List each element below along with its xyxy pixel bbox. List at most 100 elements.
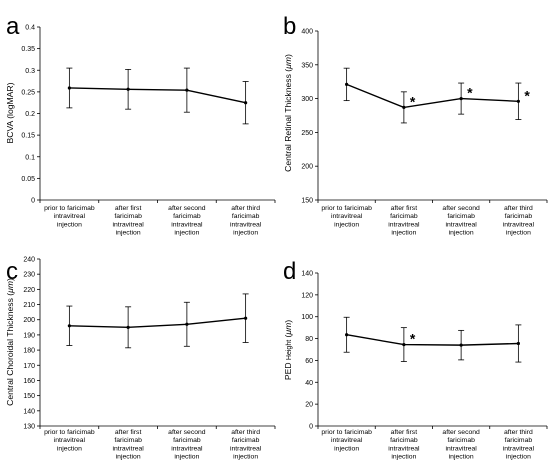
x-category-line: intravitreal <box>230 221 262 228</box>
x-category-line: injection <box>174 454 199 461</box>
x-category-line: intravitreal <box>112 221 144 228</box>
data-point <box>244 316 248 320</box>
y-tick-label: 200 <box>23 317 35 324</box>
data-point <box>402 105 406 109</box>
y-tick-label: 250 <box>301 130 313 137</box>
x-category-line: after second <box>442 429 480 436</box>
x-category-line: prior to faricimab <box>321 205 372 212</box>
x-category-label: prior to faricimab intravitreal injection <box>321 205 372 228</box>
y-tick-label: 300 <box>301 96 313 103</box>
y-tick-label: 120 <box>301 292 313 299</box>
x-category-line: faricimab <box>114 437 142 444</box>
series-line <box>346 83 519 109</box>
x-category-label: after first faricimab intravitreal injectio… <box>112 429 144 461</box>
x-category-line: faricimab <box>390 213 418 220</box>
x-category-line: injection <box>391 454 416 461</box>
x-category-line: injection <box>233 230 258 237</box>
x-category-line: injection <box>334 445 359 452</box>
x-category-line: faricimab <box>447 437 475 444</box>
y-tick-label: 0 <box>309 424 313 431</box>
x-category-line: injection <box>506 454 531 461</box>
data-point <box>516 99 520 103</box>
x-category-line: intravitreal <box>445 221 477 228</box>
series-line <box>69 317 246 329</box>
x-category-line: after second <box>168 429 206 436</box>
y-tick-label: 0 <box>31 198 35 205</box>
y-axis-label-part: ) <box>5 278 15 281</box>
y-tick-label: 200 <box>301 164 313 171</box>
y-tick-label: 190 <box>23 332 35 339</box>
x-category-line: injection <box>449 230 474 237</box>
y-tick-label: 80 <box>305 336 313 343</box>
y-axis-label: Central Choroidal Thickness (μm) <box>5 278 15 406</box>
x-category-line: after third <box>504 429 533 436</box>
x-category-line: after first <box>115 429 142 436</box>
y-tick-label: 0.15 <box>21 133 35 140</box>
panel-d: d 0 20 40 60 80 100 120 140 PED Height (μm) prior … <box>283 258 548 461</box>
data-point <box>459 343 463 347</box>
x-category-line: after second <box>442 205 480 212</box>
y-axis-label-part: ) <box>283 320 293 323</box>
y-tick-label: 130 <box>23 424 35 431</box>
data-point <box>67 86 71 90</box>
y-axis-label-part: PED <box>283 360 293 380</box>
y-tick-label: 150 <box>301 198 313 205</box>
y-tick-label: 0.25 <box>21 89 35 96</box>
x-category-label: after first faricimab intravitreal injectio… <box>388 429 420 461</box>
x-category-line: intravitreal <box>331 437 363 444</box>
x-category-line: injection <box>391 230 416 237</box>
x-category-line: after first <box>391 205 418 212</box>
x-category-label: prior to faricimab intravitreal injection <box>44 205 95 228</box>
panel-c: c 130 140 150 160 170 180 190 200 210 220 230 240 Cen… <box>5 257 276 461</box>
series-line <box>346 334 519 346</box>
significance-marker: * <box>467 85 473 101</box>
y-axis-label: PED Height (μm) <box>283 320 293 380</box>
x-category-line: prior to faricimab <box>44 429 95 436</box>
x-category-line: injection <box>174 230 199 237</box>
x-category-line: after first <box>391 429 418 436</box>
x-category-line: after first <box>115 205 142 212</box>
y-axis-label-part: Central Retinal Thickness ( <box>283 69 293 172</box>
x-category-line: faricimab <box>232 437 260 444</box>
x-category-line: intravitreal <box>171 445 203 452</box>
x-category-label: after second faricimab intravitreal injecti… <box>442 429 480 461</box>
x-category-line: after third <box>231 429 260 436</box>
x-category-line: intravitreal <box>171 221 203 228</box>
panel-letter: d <box>283 258 296 285</box>
x-category-line: faricimab <box>173 437 201 444</box>
x-category-label: after second faricimab intravitreal injecti… <box>168 429 206 461</box>
x-category-line: faricimab <box>505 437 533 444</box>
data-point <box>126 87 130 91</box>
significance-marker: * <box>524 87 530 103</box>
panel-letter: b <box>283 13 296 40</box>
x-category-line: injection <box>57 221 82 228</box>
x-category-label: prior to faricimab intravitreal injection <box>321 429 372 452</box>
data-point <box>402 342 406 347</box>
y-axis-label: BCVA (logMAR) <box>5 82 15 143</box>
panel-letter: c <box>6 258 18 285</box>
x-category-line: prior to faricimab <box>44 205 95 212</box>
y-tick-label: 230 <box>23 272 35 279</box>
x-category-line: after third <box>504 205 533 212</box>
y-axis-label-part: μm <box>5 281 15 294</box>
y-tick-label: 350 <box>301 62 313 69</box>
x-category-line: injection <box>506 230 531 237</box>
data-point <box>185 322 189 326</box>
series-line <box>69 87 246 104</box>
y-tick-label: 210 <box>23 302 35 309</box>
x-category-label: after third faricimab intravitreal injectio… <box>230 205 262 237</box>
data-point <box>67 324 71 328</box>
x-category-line: intravitreal <box>445 445 477 452</box>
y-tick-label: 140 <box>23 408 35 415</box>
x-category-line: intravitreal <box>331 213 363 220</box>
y-tick-label: 40 <box>305 380 313 387</box>
x-category-line: faricimab <box>447 213 475 220</box>
x-category-line: injection <box>57 445 82 452</box>
x-category-line: intravitreal <box>230 445 262 452</box>
y-tick-label: 150 <box>23 393 35 400</box>
y-axis-label-part: ) <box>283 54 293 57</box>
x-category-line: injection <box>116 230 141 237</box>
x-category-line: after second <box>168 205 206 212</box>
data-point <box>185 88 189 92</box>
